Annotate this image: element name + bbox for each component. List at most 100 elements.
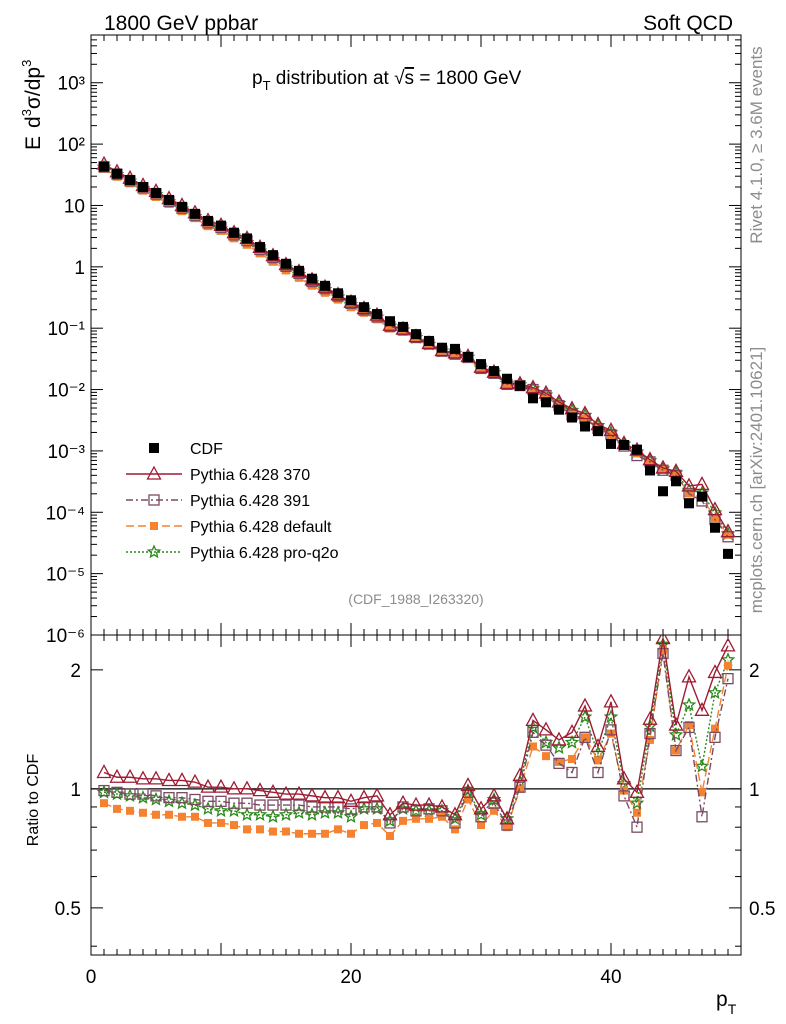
cdf-data-point [398, 321, 408, 332]
ratio-data-point [228, 797, 240, 809]
ratio-data-point [720, 637, 736, 652]
ratio-data-point [590, 738, 606, 753]
cdf-data-point [320, 280, 330, 291]
cdf-data-point [177, 201, 187, 212]
analysis-tag: (CDF_1988_I263320) [348, 591, 483, 607]
cdf-data-point [528, 393, 538, 404]
ratio-data-point [512, 767, 528, 782]
cdf-data-point [372, 309, 382, 320]
ratio-data-point [603, 693, 619, 708]
ratio-data-point [592, 766, 604, 779]
ratio-data-point [503, 823, 511, 832]
ratio-data-point [464, 795, 472, 804]
x-tick-label: 20 [340, 967, 361, 988]
main-data-point [681, 477, 697, 492]
main-data-point [603, 422, 619, 437]
ratio-data-point [553, 757, 565, 770]
cdf-data-point [489, 366, 499, 377]
ratio-data-point [256, 825, 264, 834]
ratio-data-point [384, 817, 396, 829]
main-data-point [477, 365, 485, 374]
legend-marker [150, 522, 158, 530]
ratio-data-point [293, 799, 305, 811]
ratio-data-point [202, 795, 214, 807]
ratio-data-point [191, 812, 199, 821]
ratio-data-point [551, 740, 567, 755]
axes-layer: 0 20 40 10⁻⁶ 10⁻⁵ 10⁻⁴ 10⁻³ 10⁻² 10⁻¹ 1 10 10² 10³ 0.… [46, 34, 775, 988]
legend-label: CDF [190, 441, 223, 458]
ratio-y-axis-label: Ratio to CDF [25, 754, 42, 847]
ratio-data-point [267, 799, 279, 811]
ratio-data-point [165, 810, 173, 819]
y-tick-label: 10 [64, 196, 85, 217]
cdf-data-point [710, 522, 720, 533]
ratio-data-point [542, 752, 550, 761]
ratio-data-point [343, 792, 359, 807]
cdf-data-point [125, 175, 135, 186]
cdf-data-point [541, 397, 551, 408]
main-data-point [707, 501, 723, 516]
ratio-data-point [421, 796, 437, 811]
legend-label: Pythia 6.428 370 [190, 467, 310, 484]
ratio-data-point [568, 754, 576, 763]
ylabel-sup3b: 3 [19, 60, 34, 67]
ratio-data-point [113, 804, 121, 813]
cdf-data-point [190, 208, 200, 219]
ratio-data-point [408, 803, 424, 818]
ratio-data-point [488, 797, 500, 809]
y-tick-label: 10⁻¹ [48, 319, 86, 340]
ratio-data-point [499, 810, 515, 825]
ratio-data-point [382, 806, 398, 821]
ratio-data-point [696, 811, 708, 823]
main-data-point [386, 324, 394, 333]
ratio-data-point [473, 800, 489, 815]
ratio-data-point [291, 805, 307, 819]
ratio-data-point [685, 721, 693, 730]
y-tick-label: 10⁻⁶ [46, 626, 85, 647]
ratio-data-point [213, 803, 229, 818]
ratio-data-point [371, 801, 383, 813]
ratio-data-point [152, 810, 160, 819]
cdf-data-point [424, 335, 434, 346]
cdf-data-point [619, 439, 629, 450]
ratio-data-point [226, 803, 242, 818]
ratio-data-point [111, 786, 123, 798]
ratio-data-point [423, 803, 435, 815]
cdf-data-point [645, 465, 655, 476]
ratio-data-point [369, 787, 385, 802]
cdf-data-point [359, 302, 369, 313]
ratio-data-point [698, 788, 706, 797]
cdf-data-point [450, 343, 460, 354]
cdf-data-point [99, 161, 109, 172]
ratio-data-point [178, 812, 186, 821]
ratio-data-point [618, 790, 630, 802]
ratio-data-point [187, 773, 203, 788]
ratio-data-point [555, 757, 563, 766]
ratio-data-point [538, 721, 554, 736]
ratio-data-point [282, 827, 290, 836]
y-tick-label: 10⁻⁴ [46, 503, 85, 524]
ratio-data-point [252, 807, 268, 821]
ratio-data-point [655, 635, 671, 645]
main-data-point [525, 379, 541, 394]
ratio-data-point [668, 716, 684, 731]
ratio-tick-label-right: 1 [749, 780, 760, 801]
ratio-data-point [204, 818, 212, 827]
ratio-data-point [707, 685, 723, 699]
ratio-data-point [425, 814, 433, 823]
ratio-data-point [490, 806, 498, 815]
ratio-data-point [254, 799, 266, 811]
cdf-data-point [346, 295, 356, 306]
ratio-data-point [150, 790, 162, 802]
cdf-data-point [632, 444, 642, 455]
ratio-series-line [103, 638, 729, 821]
ratio-data-point [345, 803, 357, 815]
y-tick-label: 10⁻² [48, 381, 86, 402]
cdf-data-point [463, 351, 473, 362]
ratio-data-point [189, 793, 201, 806]
title-sqrt: √ [394, 68, 405, 89]
ratio-data-point [135, 770, 151, 785]
x-axis-label: pT [716, 988, 737, 1017]
ratio-data-point [629, 783, 645, 798]
